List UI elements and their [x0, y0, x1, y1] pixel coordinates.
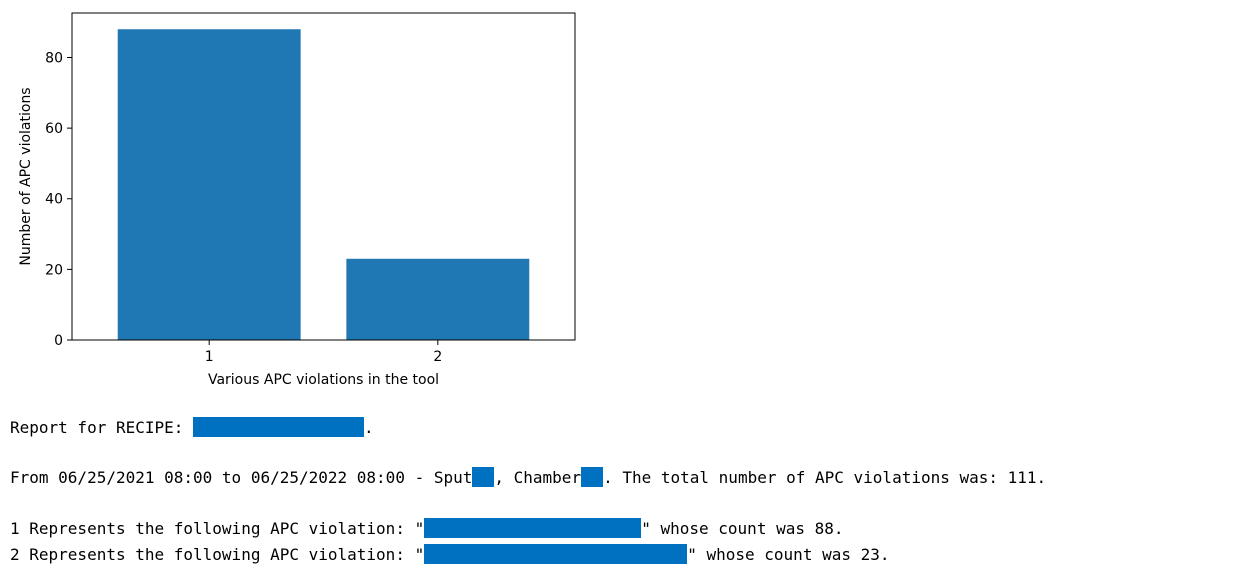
report-period-line: From 06/25/2021 08:00 to 06/25/2022 08:0… [10, 467, 1046, 488]
y-axis-label: Number of APC violations [18, 87, 34, 265]
violation-2-suffix: " whose count was 23. [687, 545, 890, 564]
y-tick-label-20: 20 [45, 262, 63, 278]
plot-frame [71, 12, 576, 341]
period-prefix: From 06/25/2021 08:00 to 06/25/2022 08:0… [10, 468, 473, 487]
y-tick-label-0: 0 [54, 333, 63, 349]
bar-1 [117, 29, 301, 341]
violation-1-prefix: 1 Represents the following APC violation… [10, 519, 425, 538]
redacted-violation-1-name [424, 518, 642, 538]
x-tick-label-1: 1 [205, 349, 214, 365]
x-tick-label-2: 2 [433, 349, 442, 365]
redacted-recipe-name [193, 417, 365, 437]
bars-group [117, 29, 530, 341]
x-axis-label: Various APC violations in the tool [208, 372, 439, 388]
chamber-label: , Chamber [494, 468, 582, 487]
y-axis-ticks: 0 20 40 60 80 [45, 50, 72, 349]
violation-2-prefix: 2 Represents the following APC violation… [10, 545, 425, 564]
y-tick-label-80: 80 [45, 50, 63, 66]
recipe-prefix: Report for RECIPE: [10, 418, 194, 437]
redacted-sput-id [472, 467, 495, 487]
y-tick-label-60: 60 [45, 121, 63, 137]
violation-1-suffix: " whose count was 88. [641, 519, 844, 538]
total-text: . The total number of APC violations was… [603, 468, 1047, 487]
report-violation-2-line: 2 Represents the following APC violation… [10, 544, 890, 565]
redacted-chamber-id [581, 467, 604, 487]
y-tick-label-40: 40 [45, 192, 63, 208]
redacted-violation-2-name [424, 544, 688, 564]
report-recipe-line: Report for RECIPE: . [10, 417, 374, 438]
recipe-suffix: . [364, 418, 374, 437]
bar-2 [346, 258, 530, 340]
report-violation-1-line: 1 Represents the following APC violation… [10, 518, 844, 539]
